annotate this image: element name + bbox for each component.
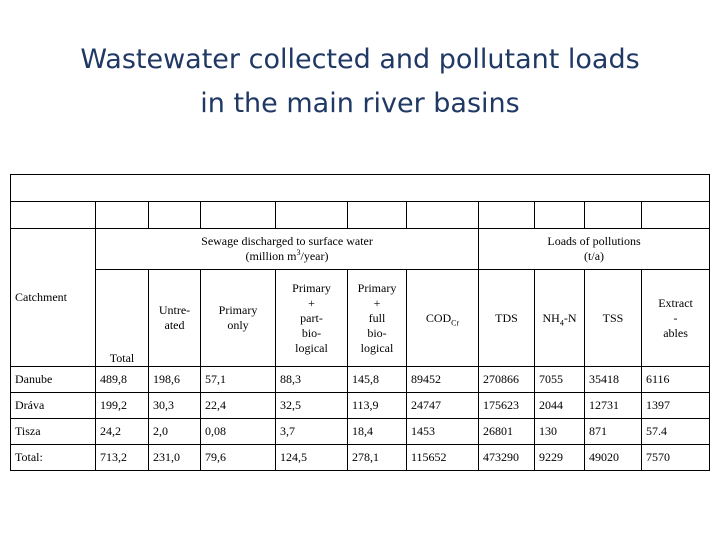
catchment-header: Catchment bbox=[10, 228, 96, 367]
value-cell: 145,8 bbox=[347, 366, 407, 393]
table-blank-row bbox=[9, 174, 711, 202]
untreated-header: Untre- ated bbox=[148, 269, 201, 367]
table-blank-row bbox=[10, 201, 711, 229]
sewage-group-header: Sewage discharged to surface water (mill… bbox=[95, 228, 479, 270]
catchment-cell: Dráva bbox=[10, 392, 96, 419]
value-cell: 1397 bbox=[640, 392, 711, 419]
primary-only-header: Primary only bbox=[200, 269, 276, 367]
value-cell: 24,2 bbox=[95, 418, 149, 445]
table-group-header-row: Catchment Sewage discharged to surface w… bbox=[10, 228, 711, 367]
value-cell: 231,0 bbox=[148, 444, 201, 471]
value-cell: 175623 bbox=[478, 392, 535, 419]
value-cell: 713,2 bbox=[95, 444, 149, 471]
value-cell: 278,1 bbox=[347, 444, 407, 471]
value-cell: 270866 bbox=[478, 366, 535, 393]
value-cell: 6116 bbox=[640, 366, 711, 393]
title-line-1: Wastewater collected and pollutant loads bbox=[80, 44, 640, 75]
loads-group-header: Loads of pollutions (t/a) bbox=[477, 228, 711, 270]
primary-full-biological-header: Primary + full bio- logical bbox=[347, 269, 407, 367]
value-cell: 473290 bbox=[478, 444, 535, 471]
value-cell: 115652 bbox=[406, 444, 479, 471]
value-cell: 89452 bbox=[406, 366, 479, 393]
value-cell: 0,08 bbox=[200, 418, 276, 445]
value-cell: 12731 bbox=[584, 392, 642, 419]
cod-header: CODCr bbox=[406, 269, 479, 367]
nh4-header: NH4-N bbox=[534, 269, 585, 367]
extractables-header: Extract - ables bbox=[640, 269, 711, 367]
value-cell: 9229 bbox=[534, 444, 585, 471]
value-cell: 26801 bbox=[478, 418, 535, 445]
catchment-cell: Total: bbox=[10, 444, 96, 471]
catchment-cell: Tisza bbox=[10, 418, 96, 445]
title-line-2: in the main river basins bbox=[200, 88, 520, 119]
table-row: Danube 489,8 198,6 57,1 88,3 145,8 89452… bbox=[10, 366, 711, 393]
value-cell: 7570 bbox=[640, 444, 711, 471]
slide-title: Wastewater collected and pollutant loads… bbox=[0, 38, 720, 126]
value-cell: 57.4 bbox=[640, 418, 711, 445]
value-cell: 113,9 bbox=[347, 392, 407, 419]
value-cell: 1453 bbox=[406, 418, 479, 445]
value-cell: 2044 bbox=[534, 392, 585, 419]
value-cell: 130 bbox=[534, 418, 585, 445]
value-cell: 2,0 bbox=[148, 418, 201, 445]
table-row: Dráva 199,2 30,3 22,4 32,5 113,9 24747 1… bbox=[10, 392, 711, 419]
primary-part-biological-header: Primary + part- bio- logical bbox=[275, 269, 348, 367]
pollutant-loads-table: Catchment Sewage discharged to surface w… bbox=[9, 174, 711, 471]
value-cell: 79,6 bbox=[200, 444, 276, 471]
value-cell: 35418 bbox=[584, 366, 642, 393]
total-header: Total bbox=[95, 269, 149, 367]
table-row: Tisza 24,2 2,0 0,08 3,7 18,4 1453 26801 … bbox=[10, 418, 711, 445]
value-cell: 198,6 bbox=[148, 366, 201, 393]
value-cell: 88,3 bbox=[275, 366, 348, 393]
value-cell: 30,3 bbox=[148, 392, 201, 419]
value-cell: 22,4 bbox=[200, 392, 276, 419]
tss-header: TSS bbox=[584, 269, 642, 367]
value-cell: 871 bbox=[584, 418, 642, 445]
value-cell: 24747 bbox=[406, 392, 479, 419]
tds-header: TDS bbox=[478, 269, 535, 367]
value-cell: 199,2 bbox=[95, 392, 149, 419]
value-cell: 57,1 bbox=[200, 366, 276, 393]
value-cell: 3,7 bbox=[275, 418, 348, 445]
value-cell: 49020 bbox=[584, 444, 642, 471]
value-cell: 32,5 bbox=[275, 392, 348, 419]
value-cell: 18,4 bbox=[347, 418, 407, 445]
table-column-header-row: Total Untre- ated Primary only Primary +… bbox=[11, 269, 711, 367]
value-cell: 489,8 bbox=[95, 366, 149, 393]
catchment-cell: Danube bbox=[10, 366, 96, 393]
value-cell: 124,5 bbox=[275, 444, 348, 471]
table-total-row: Total: 713,2 231,0 79,6 124,5 278,1 1156… bbox=[10, 444, 711, 471]
value-cell: 7055 bbox=[534, 366, 585, 393]
